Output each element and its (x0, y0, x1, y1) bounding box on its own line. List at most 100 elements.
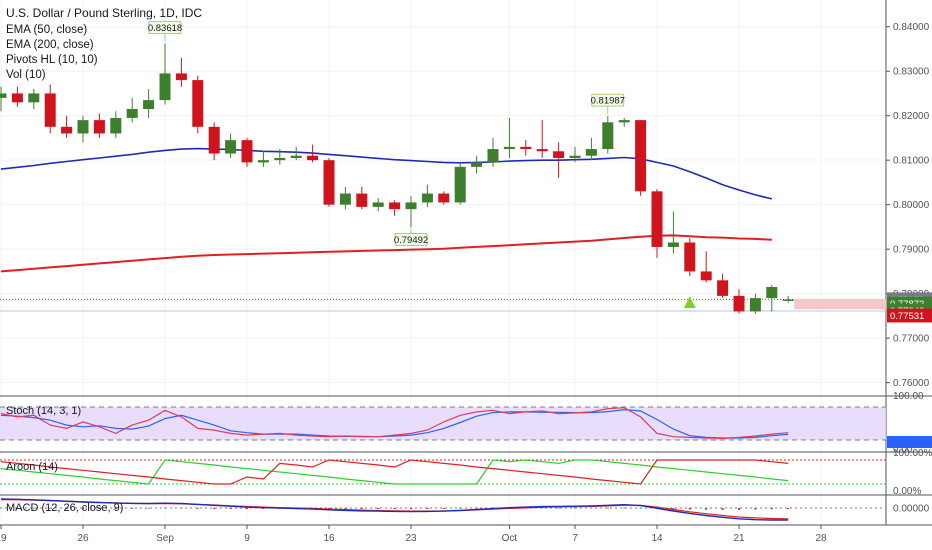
time-axis-label: 21 (733, 533, 745, 544)
macd-histogram-bar (623, 507, 626, 509)
candle-body (635, 120, 647, 192)
candle-body (618, 120, 630, 123)
candle-body (389, 202, 401, 210)
macd-histogram-bar (688, 508, 691, 510)
legend-volume: Vol (10) (6, 69, 46, 81)
macd-histogram-bar (229, 508, 232, 509)
candle-body (651, 191, 663, 247)
macd-histogram-bar (606, 507, 609, 509)
price-axis-label: 0.83000 (893, 67, 930, 78)
candle-body (77, 120, 89, 134)
candle-body (61, 126, 73, 134)
macd-histogram-bar (344, 508, 347, 509)
candle-body (356, 193, 368, 207)
candle-body (257, 160, 269, 163)
candle-body (487, 149, 499, 163)
candle-body (159, 73, 171, 101)
time-axis-label: 19 (0, 533, 7, 544)
time-axis-label: 9 (244, 533, 250, 544)
candle-body (175, 73, 187, 81)
pivot-label: 0.79492 (394, 235, 428, 246)
time-axis-label: 28 (815, 533, 827, 544)
legend-pivots: Pivots HL (10, 10) (6, 54, 98, 66)
macd-histogram-bar (65, 508, 68, 509)
price-axis-label: 0.76000 (893, 378, 930, 389)
candle-body (44, 93, 56, 127)
price-axis-label: 0.80000 (893, 200, 930, 211)
candle-body (471, 162, 483, 167)
macd-histogram-bar (114, 508, 117, 509)
candle-body (585, 149, 597, 156)
candle-body (782, 299, 794, 301)
time-axis-label: 16 (323, 533, 335, 544)
candle-body (454, 166, 466, 203)
signal-triangle-marker (683, 296, 696, 309)
candle-body (766, 286, 778, 299)
projection-box (794, 299, 886, 310)
macd-histogram-bar (360, 508, 363, 509)
stoch-band (0, 407, 886, 440)
macd-histogram-bar (738, 508, 740, 510)
candle-body (749, 298, 761, 312)
legend-ema200: EMA (200, close) (6, 39, 94, 51)
price-tag: 0.77531 (890, 311, 924, 322)
time-axis-label: 14 (651, 533, 663, 544)
legend-ema50: EMA (50, close) (6, 24, 88, 36)
candle-body (307, 155, 319, 161)
macd-histogram-bar (180, 507, 183, 509)
macd-histogram-bar (705, 508, 708, 510)
macd-pane-label: MACD (12, 26, close, 9) (6, 502, 124, 514)
candle-body (241, 140, 253, 163)
candle-body (323, 160, 335, 205)
macd-histogram-bar (246, 508, 248, 509)
stoch-pane-label: Stoch (14, 3, 1) (6, 405, 82, 417)
aroon-axis-label: 100.00% (893, 448, 932, 459)
price-axis-label: 0.77000 (893, 334, 930, 345)
aroon-up-line (0, 459, 789, 485)
candle-body (192, 80, 204, 127)
candle-body (602, 122, 614, 150)
macd-line (0, 498, 789, 521)
macd-histogram-bar (82, 508, 84, 509)
candle-body (225, 140, 237, 154)
macd-histogram-bar (164, 507, 166, 509)
macd-histogram-bar (787, 508, 790, 509)
aroon-down-line (0, 459, 789, 485)
candle-body (110, 117, 122, 134)
macd-histogram-bar (410, 508, 412, 509)
stoch-axis-label: 0.00 (893, 444, 913, 455)
macd-histogram-bar (426, 508, 429, 509)
stoch-axis-label: 100.00 (893, 391, 924, 402)
candle-body (405, 202, 417, 210)
price-axis-label: 0.84000 (893, 22, 930, 33)
macd-histogram-bar (32, 507, 35, 509)
candle-body (290, 155, 302, 158)
candle-body (11, 93, 23, 103)
candle-body (0, 93, 7, 98)
macd-histogram-bar (590, 507, 593, 509)
candle-body (28, 93, 40, 103)
macd-histogram-bar (557, 507, 560, 509)
candle-body (733, 295, 745, 312)
candle-body (372, 202, 384, 207)
macd-histogram-bar (393, 508, 396, 509)
candle-body (503, 146, 515, 150)
macd-histogram-bar (377, 508, 380, 509)
macd-histogram-bar (770, 508, 773, 510)
macd-histogram-bar (147, 507, 150, 509)
macd-histogram-bar (475, 507, 478, 509)
candle-body (700, 271, 712, 281)
candle-body (93, 120, 105, 134)
pivot-label: 0.83618 (148, 23, 182, 34)
macd-histogram-bar (262, 508, 265, 509)
candle-body (143, 100, 155, 110)
aroon-axis-label: 0.00% (893, 486, 921, 497)
candle-body (339, 193, 351, 205)
candle-body (684, 242, 696, 272)
time-axis-label: 23 (405, 533, 417, 544)
price-axis-label: 0.79000 (893, 245, 930, 256)
macd-histogram-bar (672, 508, 675, 510)
macd-histogram-bar (754, 508, 757, 510)
candle-body (717, 280, 729, 296)
